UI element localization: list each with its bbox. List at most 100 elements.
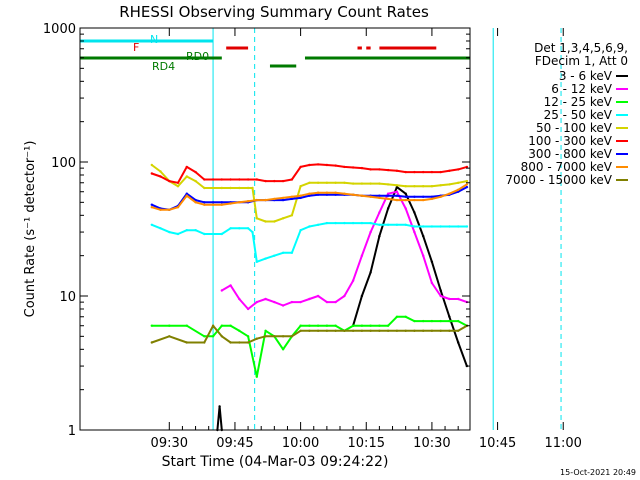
series-point <box>465 179 469 183</box>
series-point <box>255 375 258 378</box>
series-point <box>430 225 434 228</box>
series-point <box>325 193 329 196</box>
series-point <box>351 182 355 185</box>
legend-label: 100 - 300 keV <box>528 134 612 148</box>
series-point <box>439 195 442 198</box>
series-point <box>422 254 425 257</box>
series-point <box>150 163 153 167</box>
series-point <box>325 324 329 327</box>
series-point <box>360 294 364 298</box>
series-point <box>351 221 355 225</box>
series-point <box>351 324 355 327</box>
x-tick-label: 09:30 <box>151 436 188 451</box>
series-point <box>218 405 221 408</box>
series-point <box>168 230 171 234</box>
series-point <box>150 203 153 206</box>
series-point <box>290 335 294 338</box>
series-point <box>290 251 294 254</box>
series-point <box>448 225 451 228</box>
series-point <box>316 181 320 184</box>
series-point <box>430 195 434 198</box>
series-point <box>404 223 407 226</box>
series-line <box>151 163 468 184</box>
series-point <box>465 185 469 189</box>
series-point <box>251 186 254 190</box>
series-point <box>176 206 180 209</box>
series-point <box>343 329 346 332</box>
series-point <box>360 194 364 197</box>
series-point <box>168 208 171 211</box>
saa-flag-label-rd0: RD0 <box>186 50 209 63</box>
x-tick-label: 10:45 <box>479 436 516 451</box>
series-point <box>290 300 294 304</box>
plot-frame <box>79 27 471 431</box>
series-point <box>378 211 381 214</box>
series-point <box>203 178 206 181</box>
series-point <box>395 315 399 318</box>
series-point <box>220 201 223 204</box>
series-point <box>150 172 153 175</box>
y-tick-label: 100 <box>51 156 76 171</box>
series-point <box>150 324 153 327</box>
chart-title: RHESSI Observing Summary Count Rates <box>119 3 429 21</box>
series-point <box>395 198 399 202</box>
series-point <box>413 211 416 214</box>
series-point <box>255 198 258 202</box>
series-point <box>308 324 311 327</box>
series-point <box>316 294 320 298</box>
series-point <box>430 329 434 332</box>
y-tick-label: 1000 <box>43 22 76 37</box>
series-point <box>448 169 451 172</box>
series-point <box>255 260 258 263</box>
series-point <box>351 166 355 169</box>
series-point <box>229 178 232 181</box>
series-point <box>211 335 215 338</box>
series-point <box>334 193 337 196</box>
y-axis-label: Count Rate (s⁻¹ detector⁻¹) <box>23 141 38 318</box>
series-point <box>176 181 180 184</box>
series-point <box>290 214 294 217</box>
series-point <box>246 341 250 344</box>
series-point <box>360 182 364 185</box>
x-tick-label: 10:15 <box>348 436 385 451</box>
series-point <box>281 304 285 307</box>
series-point <box>343 294 346 298</box>
series-point <box>457 168 460 171</box>
series-point <box>430 170 434 174</box>
series-point <box>413 198 416 202</box>
series-point <box>308 163 311 167</box>
series-point <box>185 341 188 344</box>
series-point <box>246 178 250 181</box>
series-point <box>369 182 372 185</box>
series-point <box>273 220 276 223</box>
series-point <box>360 329 364 332</box>
series-point <box>351 193 355 196</box>
series-point <box>325 300 329 304</box>
series-point <box>229 284 232 287</box>
series-point <box>422 329 425 332</box>
series-point <box>281 198 285 202</box>
series-point <box>386 192 390 195</box>
series-point <box>386 168 390 172</box>
series-point <box>378 168 381 171</box>
series-point <box>290 178 294 181</box>
series-point <box>308 297 311 301</box>
series-point <box>255 178 258 181</box>
series-point <box>264 297 267 301</box>
series-point <box>316 324 320 327</box>
series-point <box>255 337 258 340</box>
series-point <box>316 163 320 166</box>
series-point <box>220 289 223 292</box>
series-point <box>211 201 215 204</box>
series-point <box>150 341 153 344</box>
series-point <box>404 315 407 318</box>
series-point <box>159 208 162 211</box>
series-point <box>404 170 407 174</box>
series-point <box>246 335 250 338</box>
series-point <box>448 297 451 301</box>
series-point <box>238 227 241 230</box>
series-point <box>194 179 197 183</box>
series-point <box>457 225 460 228</box>
series-point <box>448 319 451 323</box>
y-axis: 1 10 100 1000 <box>43 22 470 439</box>
